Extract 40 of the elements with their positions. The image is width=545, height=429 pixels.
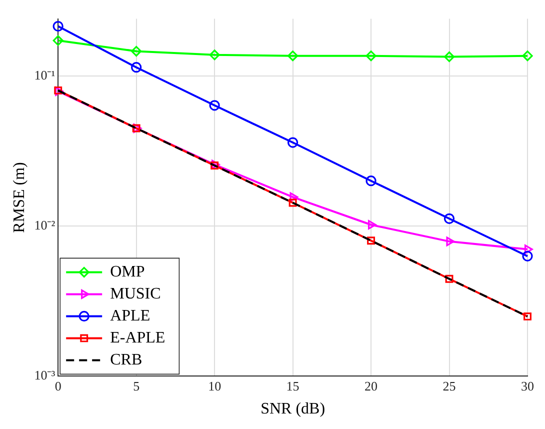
point	[52, 20, 64, 32]
x-tick-label: 5	[133, 378, 140, 394]
point	[288, 198, 297, 207]
point	[522, 250, 533, 262]
y-tick-label: 10⁻²	[34, 217, 56, 232]
legend-label: OMP	[110, 263, 145, 280]
y-tick-label: 10⁻¹	[34, 67, 56, 82]
x-tick-label: 15	[286, 378, 300, 394]
point	[522, 50, 533, 62]
x-tick-label: 25	[442, 378, 456, 394]
y-axis-title: RMSE (m)	[10, 162, 28, 233]
point	[444, 52, 455, 62]
point	[288, 50, 298, 62]
legend-label: MUSIC	[110, 285, 161, 302]
point	[367, 236, 376, 245]
point	[209, 100, 220, 111]
x-tick-label: 10	[208, 378, 222, 394]
x-tick-label: 30	[521, 378, 534, 394]
point	[524, 312, 532, 320]
point	[52, 35, 64, 46]
legend-label: CRB	[110, 351, 142, 368]
point	[444, 213, 455, 224]
point	[446, 236, 455, 246]
point	[366, 176, 376, 186]
legend-label: E-APLE	[110, 329, 166, 346]
point	[290, 192, 298, 202]
point	[445, 274, 454, 283]
point	[366, 50, 376, 62]
point	[209, 50, 220, 60]
x-tick-label: 20	[364, 378, 378, 394]
point	[210, 162, 219, 170]
point	[288, 137, 298, 148]
point	[368, 220, 376, 230]
legend-label: APLE	[110, 307, 150, 324]
x-axis-title: SNR (dB)	[260, 400, 326, 418]
point	[131, 62, 142, 73]
point	[131, 46, 142, 57]
x-tick-label: 0	[54, 378, 62, 394]
y-tick-label: 10⁻³	[34, 368, 56, 383]
point	[524, 244, 533, 254]
